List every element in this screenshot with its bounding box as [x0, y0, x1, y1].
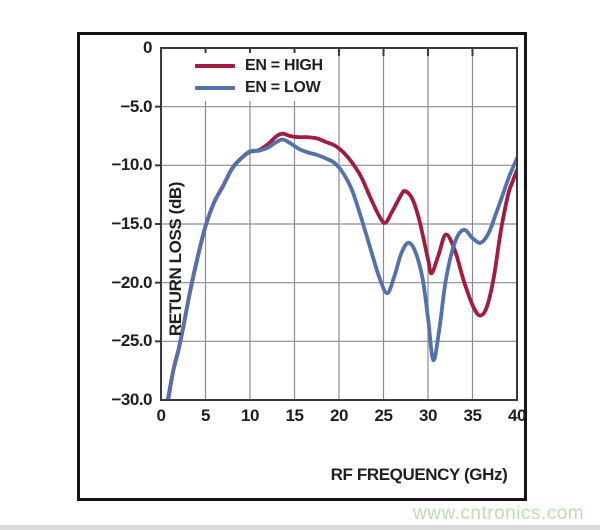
legend: EN = HIGH EN = LOW [191, 53, 329, 101]
x-tick-label-40: 40 [508, 406, 526, 425]
x-tick-label-5: 5 [201, 406, 210, 425]
chart-figure: RETURN LOSS (dB) RF FREQUENCY (GHz) [77, 32, 527, 501]
en-low-line-swatch [195, 86, 235, 90]
x-tick-label-20: 20 [330, 406, 348, 425]
series-line-en-low [165, 137, 517, 400]
legend-item-en-low: EN = LOW [195, 77, 323, 99]
x-tick-label-10: 10 [241, 406, 259, 425]
y-tick-label-0: 0 [143, 38, 152, 57]
gridlines [161, 48, 517, 400]
watermark: www.cntronics.com [413, 503, 585, 524]
en-high-line-swatch [195, 64, 235, 68]
legend-label-en-low: EN = LOW [245, 79, 321, 96]
bottom-strip [0, 525, 600, 530]
x-tick-label-35: 35 [463, 406, 482, 425]
y-tick-label-−10.0: −10.0 [111, 155, 152, 175]
x-tick-label-15: 15 [285, 406, 304, 425]
legend-label-en-high: EN = HIGH [245, 57, 323, 74]
y-tick-label-−20.0: −20.0 [111, 272, 152, 292]
y-tick-label-−15.0: −15.0 [111, 214, 152, 233]
y-tick-label-−30.0: −30.0 [111, 390, 152, 409]
y-tick-label-−5.0: −5.0 [120, 96, 152, 116]
x-axis-title: RF FREQUENCY (GHz) [330, 465, 508, 484]
x-tick-label-30: 30 [419, 406, 437, 425]
y-tick-label-−25.0: −25.0 [111, 331, 152, 351]
legend-item-en-high: EN = HIGH [195, 55, 323, 77]
x-tick-label-25: 25 [374, 406, 393, 425]
x-tick-label-0: 0 [156, 406, 166, 425]
y-axis-title: RETURN LOSS (dB) [166, 181, 185, 337]
